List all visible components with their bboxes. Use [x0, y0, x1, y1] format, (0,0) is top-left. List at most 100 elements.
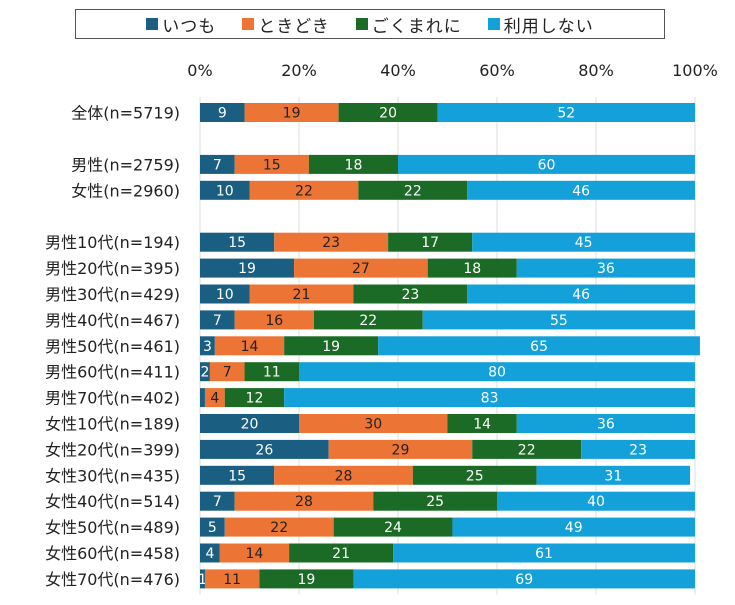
data-label: 28	[295, 494, 313, 510]
data-label: 61	[535, 546, 553, 562]
bar-segment	[437, 103, 695, 122]
bar-segment	[516, 414, 695, 433]
data-label: 7	[213, 494, 222, 510]
bar-segment	[353, 284, 468, 304]
data-label: 46	[572, 183, 590, 199]
category-label: 男性50代(n=461)	[45, 337, 180, 356]
data-label: 19	[298, 572, 316, 588]
bar-segment	[422, 310, 695, 330]
legend-item: 利用しない	[487, 12, 594, 37]
bar-segment	[204, 388, 225, 408]
bar-segment	[353, 569, 695, 589]
bar-segment	[299, 414, 448, 433]
bar-segment	[358, 180, 468, 200]
bar-segment	[284, 388, 695, 408]
category-label: 男性10代(n=194)	[45, 233, 180, 252]
x-tick-label: 0%	[187, 61, 212, 80]
data-label: 21	[293, 287, 311, 303]
data-label: 25	[466, 468, 484, 484]
bar-segment	[209, 362, 245, 382]
data-label: 4	[205, 546, 214, 562]
x-tick-label: 20%	[281, 61, 317, 80]
data-label: 14	[241, 339, 259, 355]
bar-segment	[452, 517, 695, 537]
data-label: 49	[565, 520, 583, 536]
category-label: 女性70代(n=476)	[45, 570, 180, 589]
category-label: 女性60代(n=458)	[45, 544, 180, 563]
data-label: 11	[263, 365, 281, 381]
data-label: 7	[223, 365, 232, 381]
bar-segment	[224, 388, 285, 408]
bar-segment	[200, 465, 275, 485]
bar-segment	[249, 284, 354, 304]
data-label: 24	[384, 520, 402, 536]
data-label: 9	[218, 106, 227, 122]
bar-segment	[308, 154, 398, 174]
category-label: 男性20代(n=395)	[45, 259, 180, 278]
data-label: 1	[198, 572, 207, 588]
data-label: 19	[238, 261, 256, 277]
bar-segment	[244, 103, 339, 122]
bar-segment	[393, 543, 695, 563]
bar-segment	[200, 232, 275, 252]
bar-segment	[200, 154, 235, 174]
x-tick-label: 40%	[380, 61, 416, 80]
bar-segment	[219, 543, 290, 563]
legend-item: ごくまれに	[355, 12, 462, 37]
x-tick-label: 60%	[479, 61, 515, 80]
data-label: 22	[404, 183, 422, 199]
data-label: 22	[518, 442, 536, 458]
bar-segment	[373, 491, 497, 511]
data-label: 55	[550, 313, 568, 329]
bar-segment	[284, 336, 379, 356]
data-label: 14	[473, 417, 491, 433]
category-label: 男性40代(n=467)	[45, 311, 180, 330]
bar-segment	[427, 258, 517, 278]
legend-label: ごくまれに	[371, 16, 462, 37]
bar-segment	[447, 414, 517, 433]
data-label: 20	[379, 106, 397, 122]
bar-segment	[412, 465, 537, 485]
legend-swatch	[242, 18, 255, 30]
data-label: 23	[401, 287, 419, 303]
data-label: 17	[421, 235, 439, 251]
bar-segment	[200, 336, 215, 356]
data-label: 36	[597, 261, 615, 277]
category-label: 女性50代(n=489)	[45, 518, 180, 537]
bar-segment	[234, 310, 314, 330]
category-label: 女性20代(n=399)	[45, 440, 180, 459]
bar-segment	[289, 543, 394, 563]
bar-segment	[200, 388, 205, 408]
bar-segment	[398, 154, 695, 174]
data-label: 19	[322, 339, 340, 355]
legend: いつも ときどき ごくまれに 利用しない	[75, 9, 665, 39]
data-label: 22	[295, 183, 313, 199]
data-label: 15	[228, 468, 246, 484]
bar-segment	[467, 284, 695, 304]
category-label: 女性10代(n=189)	[45, 415, 180, 434]
bar-segment	[274, 232, 389, 252]
bar-segment	[274, 465, 413, 485]
bar-segment	[467, 180, 695, 200]
bar-segment	[472, 232, 695, 252]
x-tick-label: 100%	[672, 61, 718, 80]
bar-segment	[338, 103, 438, 122]
category-label: 男性60代(n=411)	[45, 363, 180, 382]
data-label: 45	[575, 235, 593, 251]
data-label: 22	[270, 520, 288, 536]
data-label: 30	[364, 417, 382, 433]
bar-segment	[388, 232, 473, 252]
data-label: 28	[335, 468, 353, 484]
bar-segment	[200, 258, 295, 278]
data-label: 83	[481, 391, 499, 407]
bar-segment	[249, 180, 359, 200]
x-tick-label: 80%	[578, 61, 614, 80]
legend-swatch	[487, 18, 500, 30]
bar-segment	[497, 491, 695, 511]
category-label: 全体(n=5719)	[71, 104, 180, 123]
data-label: 27	[352, 261, 370, 277]
data-label: 26	[255, 442, 273, 458]
data-label: 22	[359, 313, 377, 329]
legend-swatch	[146, 18, 159, 30]
